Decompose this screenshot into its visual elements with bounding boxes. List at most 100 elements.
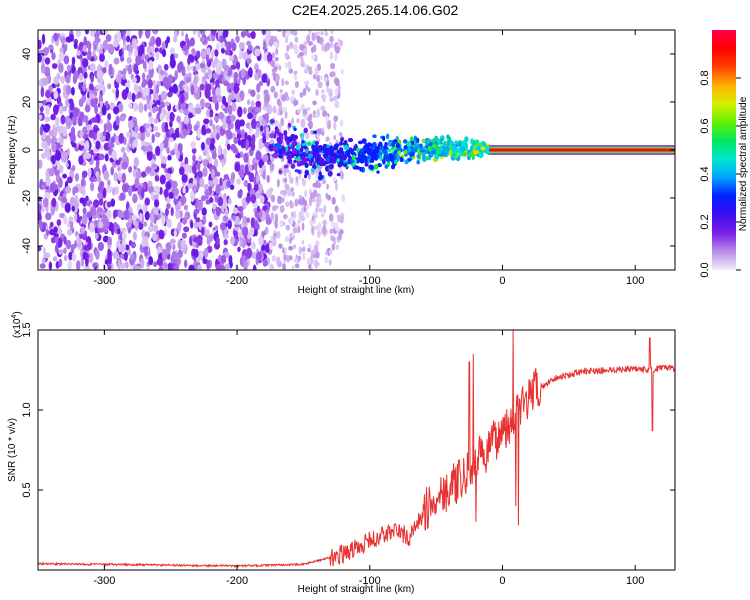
spectrogram-cell [63, 254, 68, 262]
spectrogram-cell [356, 147, 360, 152]
spectrogram-cell [273, 154, 278, 159]
spectrogram-cell [98, 153, 105, 161]
spectrogram-cell [404, 159, 409, 165]
spectrogram-cell [202, 166, 208, 178]
spectrogram-cell [386, 149, 392, 153]
spectrogram-cell [283, 189, 287, 195]
spectrogram-cell [151, 133, 155, 144]
spectrogram-cell [186, 38, 191, 50]
spectrogram-cell [278, 64, 282, 71]
spectrogram-cell [38, 159, 43, 170]
spectrogram-cell [284, 80, 289, 85]
spectrogram-cell [416, 148, 421, 154]
spectrogram-cell [280, 197, 285, 203]
spectrogram-cell [369, 164, 375, 170]
spectrogram-cell [323, 147, 330, 154]
spectrogram-cell [158, 229, 165, 240]
spectrogram-cell [316, 74, 321, 82]
spectrogram-cell [297, 155, 301, 162]
svg-text:(x104): (x104) [11, 311, 23, 338]
spectrogram-cell [117, 228, 121, 235]
spectrogram-cell [414, 144, 421, 150]
spectrogram-cell [144, 197, 151, 206]
spectrogram-cell [250, 89, 256, 97]
spectrogram-cell [53, 76, 59, 85]
spectrogram-cell [283, 254, 287, 262]
spectrogram-cell [246, 40, 252, 46]
spectrogram-cell [162, 76, 169, 88]
spectrogram-cell [239, 168, 245, 179]
spectrogram-cell [254, 220, 259, 230]
spectrogram-cell [230, 236, 235, 245]
spectrogram-cell [155, 145, 161, 157]
spectrogram-cell [208, 180, 214, 186]
spectrogram-cell [242, 255, 247, 264]
spectrogram-cell [76, 50, 81, 56]
colorbar-tick-label: 0.0 [699, 262, 711, 277]
spectrogram-cell [67, 259, 72, 270]
snr-y-tick-label: 0.5 [21, 482, 33, 497]
spectrogram-cell [293, 44, 298, 51]
spectrogram-cell [104, 60, 109, 68]
spectrogram-cell [58, 136, 64, 146]
spectrogram-cell [271, 255, 277, 262]
spectrogram-cell [258, 235, 264, 246]
spectrogram-cell [58, 51, 65, 62]
spectrogram-cell [107, 254, 112, 265]
spectrogram-cell [371, 141, 377, 148]
spectrogram-cell [263, 40, 267, 52]
spectrogram-cell [149, 212, 155, 223]
spectrogram-cell [233, 83, 239, 94]
spectrogram-cell [294, 263, 300, 269]
spectrogram-cell [278, 144, 283, 150]
spectrogram-cell [132, 193, 138, 204]
spectrogram-cell [468, 151, 474, 157]
spectrogram-cell [224, 129, 231, 136]
spectrogram-cell [62, 126, 68, 137]
spectrogram-cell [308, 120, 313, 130]
spectrogram-cell [59, 76, 66, 83]
spectrogram-cell [38, 53, 43, 63]
spectrogram-cell [376, 170, 380, 174]
spectrogram-cell [324, 76, 328, 82]
spectrogram-cell [271, 52, 275, 59]
spectrogram-cell [99, 53, 105, 62]
spectrogram-cell [163, 188, 169, 198]
spectrogram-cell [45, 229, 50, 237]
spectrogram-cell [193, 124, 199, 132]
spectrogram-cell [326, 157, 330, 162]
spectrogram-cell [226, 180, 231, 188]
spectrogram-cell [233, 230, 239, 238]
spectrogram-cell [251, 118, 257, 129]
spectrogram-cell [284, 52, 289, 58]
spectrogram-cell [304, 169, 310, 176]
spectrogram-cell [79, 111, 85, 120]
spectrogram-cell [128, 51, 132, 57]
spectrogram-cell [78, 98, 84, 107]
spectrogram-cell [68, 216, 74, 222]
spectrogram-cell [307, 87, 311, 93]
spectrogram-cell [214, 225, 219, 232]
spectrogram-cell [189, 37, 195, 47]
spectrogram-cell [97, 210, 101, 220]
spectrogram-cell [83, 244, 90, 251]
spectrogram-cell [235, 35, 240, 43]
spectrogram-cell [90, 98, 96, 108]
spectrogram-cell [214, 48, 219, 57]
spectrogram-cell [85, 40, 91, 49]
spectrogram-cell [295, 176, 299, 183]
spectrogram-cell [277, 195, 281, 205]
spectrogram-cell [224, 49, 231, 56]
spectrogram-cell [285, 62, 289, 69]
spectrogram-cell [219, 264, 226, 270]
spectrogram-cell [453, 144, 457, 151]
spectrogram-cell [328, 259, 332, 266]
spectrogram-cell [322, 110, 328, 118]
spectrogram-cell [454, 140, 459, 145]
spectrogram-cell [122, 68, 127, 76]
spectrogram-cell [350, 162, 356, 167]
spectrogram-cell [201, 49, 206, 59]
spectrogram-cell [299, 147, 304, 153]
spectrogram-cell [287, 122, 292, 128]
spectrogram-cell [210, 30, 217, 36]
